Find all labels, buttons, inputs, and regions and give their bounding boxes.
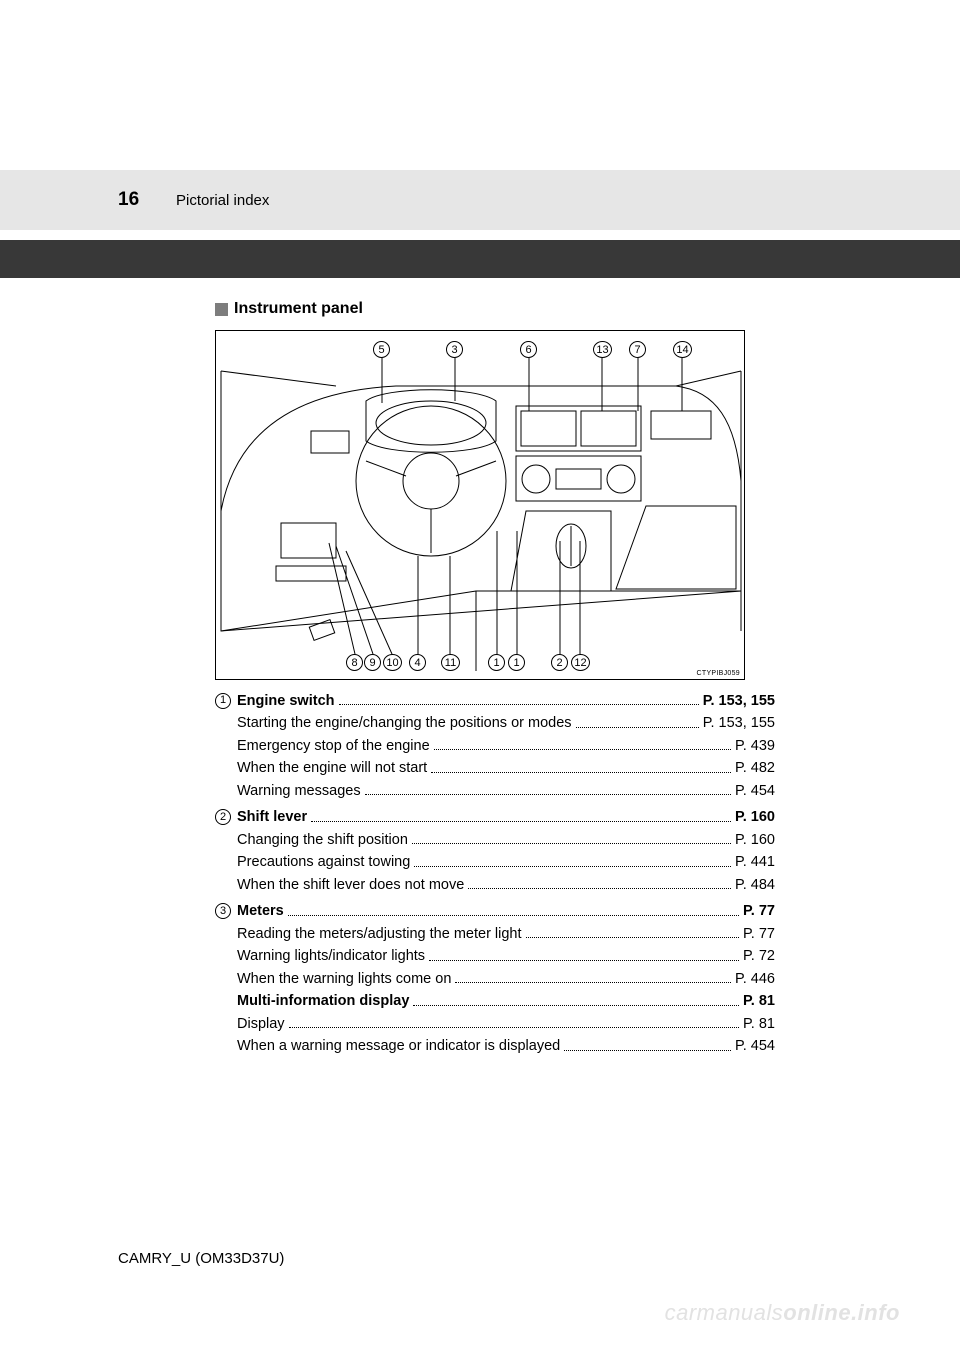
section-heading: Instrument panel [215, 300, 775, 318]
row-page: P. 454 [735, 780, 775, 802]
row-page: P. 81 [743, 1013, 775, 1035]
callout-5: 5 [373, 341, 390, 358]
row-page: P. 446 [735, 968, 775, 990]
leader-dots [412, 826, 731, 844]
row-label: Changing the shift position [237, 829, 408, 851]
watermark-prefix: carmanuals [665, 1300, 784, 1325]
callout-12: 12 [571, 654, 590, 671]
callout-10: 10 [383, 654, 402, 671]
watermark-suffix: online.info [783, 1300, 900, 1325]
index-entries: 1Engine switchP. 153, 155Starting the en… [215, 690, 775, 1058]
callout-3: 3 [446, 341, 463, 358]
diagram-id: CTYPIBJ059 [697, 670, 740, 677]
row-label: Precautions against towing [237, 851, 410, 873]
leader-dots [311, 803, 731, 821]
callout-1a: 1 [488, 654, 505, 671]
index-entry: 2 Shift lever P. 160 Changing the shift pos… [215, 806, 775, 896]
leader-dots [365, 777, 731, 795]
index-entry: 3MetersP. 77Reading the meters/adjusting… [215, 900, 775, 1057]
dark-bar [0, 240, 960, 278]
leader-dots [288, 897, 739, 915]
document-id: CAMRY_U (OM33D37U) [118, 1250, 284, 1267]
leader-dots [526, 920, 739, 938]
callout-9: 9 [364, 654, 381, 671]
callout-13: 13 [593, 341, 612, 358]
row-label: Meters [237, 900, 284, 922]
row-page: P. 77 [743, 900, 775, 922]
entry-marker: 3 [215, 903, 231, 919]
leader-dots [564, 1032, 731, 1050]
row-label: Emergency stop of the engine [237, 735, 430, 757]
row-page: P. 482 [735, 757, 775, 779]
page-header: 16 Pictorial index [0, 170, 960, 230]
leader-dots [289, 1010, 739, 1028]
row-page: P. 454 [735, 1035, 775, 1057]
leader-dots [431, 754, 731, 772]
row-label: Display [237, 1013, 285, 1035]
index-row: Warning messages P. 454 [237, 780, 775, 802]
index-label: Pictorial index [176, 192, 269, 209]
row-page: P. 153, 155 [703, 690, 775, 712]
row-page: P. 484 [735, 874, 775, 896]
row-page: P. 439 [735, 735, 775, 757]
callout-4: 4 [409, 654, 426, 671]
callout-1b: 1 [508, 654, 525, 671]
row-page: P. 441 [735, 851, 775, 873]
row-page: P. 160 [735, 829, 775, 851]
leader-dots [414, 848, 731, 866]
section-title: Instrument panel [234, 300, 363, 318]
leader-dots [576, 709, 699, 727]
row-label: Engine switch [237, 690, 335, 712]
index-entry: 1Engine switchP. 153, 155Starting the en… [215, 690, 775, 802]
callout-6: 6 [520, 341, 537, 358]
row-label: When a warning message or indicator is d… [237, 1035, 560, 1057]
watermark: carmanualsonline.info [665, 1300, 900, 1326]
leader-dots [434, 732, 731, 750]
row-label: Warning messages [237, 780, 361, 802]
leader-dots [339, 687, 699, 705]
row-page: P. 72 [743, 945, 775, 967]
row-page: P. 160 [735, 806, 775, 828]
row-page: P. 77 [743, 923, 775, 945]
section-box-icon [215, 303, 228, 316]
callout-2: 2 [551, 654, 568, 671]
callout-8: 8 [346, 654, 363, 671]
entry-marker: 2 [215, 809, 231, 825]
leader-dots [468, 871, 731, 889]
callout-11: 11 [441, 654, 460, 671]
index-row: When the shift lever does not move P. 484 [237, 874, 775, 896]
callout-14: 14 [673, 341, 692, 358]
content-area: Instrument panel [215, 300, 775, 1058]
row-page: P. 81 [743, 990, 775, 1012]
row-label: When the shift lever does not move [237, 874, 464, 896]
row-label: Shift lever [237, 806, 307, 828]
leader-dots [413, 987, 739, 1005]
row-label: Warning lights/indicator lights [237, 945, 425, 967]
instrument-panel-diagram: 5 3 6 13 7 14 8 9 10 4 11 1 1 2 12 CTYPI… [215, 330, 745, 680]
leader-dots [455, 965, 731, 983]
leader-dots [429, 942, 739, 960]
entry-marker: 1 [215, 693, 231, 709]
callout-7: 7 [629, 341, 646, 358]
index-row: When a warning message or indicator is d… [237, 1035, 775, 1057]
dashboard-illustration [216, 331, 744, 679]
page-number: 16 [118, 189, 139, 211]
